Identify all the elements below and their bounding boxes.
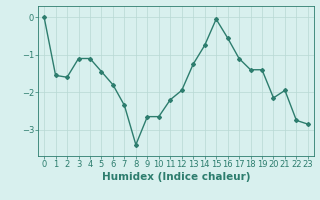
X-axis label: Humidex (Indice chaleur): Humidex (Indice chaleur): [102, 172, 250, 182]
